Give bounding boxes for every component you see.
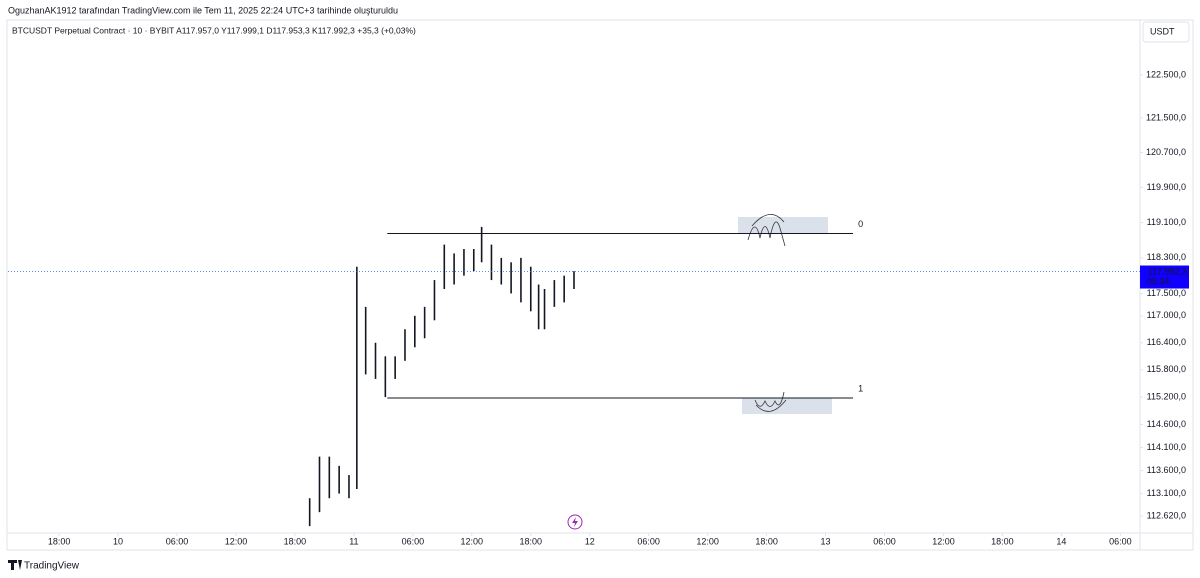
drawing-scribble (754, 391, 787, 412)
x-tick-label: 18:00 (48, 536, 71, 546)
y-tick-label: 117.000,0 (1147, 310, 1186, 320)
x-tick-label: 18:00 (991, 536, 1014, 546)
y-tick-label: 119.900,0 (1147, 182, 1186, 192)
x-tick-label: 10 (113, 536, 123, 546)
y-tick-label: 115.800,0 (1147, 364, 1186, 374)
y-tick-label: 115.200,0 (1147, 391, 1186, 401)
countdown: 05:34 (1147, 276, 1170, 286)
chart-frame (6, 19, 1194, 551)
event-icon-bolt (572, 517, 578, 527)
drawing-scribble (747, 214, 786, 247)
x-tick-label: 12:00 (932, 536, 955, 546)
fib-label: 0 (858, 219, 863, 229)
currency-button[interactable] (1142, 21, 1190, 43)
y-tick-label: 113.600,0 (1147, 465, 1186, 475)
drawing-box (738, 217, 828, 234)
y-tick-label: 114.100,0 (1147, 442, 1186, 452)
last-price-label: 117.992,3 (1148, 266, 1187, 276)
logo-mark (8, 560, 22, 570)
x-tick-label: 11 (349, 536, 358, 546)
y-tick-label: 117.500,0 (1147, 288, 1186, 298)
y-tick-label: 120.700,0 (1146, 147, 1186, 157)
x-tick-label: 18:00 (519, 536, 542, 546)
x-tick-label: 06:00 (873, 536, 896, 546)
x-tick-label: 12:00 (696, 536, 719, 546)
symbol-info: BTCUSDT Perpetual Contract · 10 · BYBIT … (12, 25, 416, 35)
x-tick-label: 12:00 (225, 536, 248, 546)
currency[interactable]: USDT (1150, 26, 1175, 36)
x-tick-label: 06:00 (402, 536, 425, 546)
x-tick-label: 14 (1056, 536, 1066, 546)
x-tick-label: 06:00 (166, 536, 189, 546)
footer-logo: TradingView (24, 561, 80, 572)
y-tick-label: 119.100,0 (1147, 217, 1186, 227)
x-tick-label: 18:00 (755, 536, 778, 546)
event-icon[interactable] (567, 514, 583, 530)
x-tick-label: 12:00 (461, 536, 484, 546)
header: OguzhanAK1912 tarafından TradingView.com… (8, 5, 398, 15)
fib-label: 1 (858, 383, 863, 393)
x-tick-label: 18:00 (284, 536, 307, 546)
x-tick-label: 13 (821, 536, 831, 546)
x-tick-label: 06:00 (1109, 536, 1132, 546)
y-tick-label: 122.500,0 (1146, 69, 1186, 79)
y-tick-label: 118.300,0 (1147, 252, 1186, 262)
last-price-tag (1140, 265, 1189, 289)
x-tick-label: 12 (585, 536, 595, 546)
y-tick-label: 121.500,0 (1146, 112, 1186, 122)
y-tick-label: 114.600,0 (1147, 419, 1186, 429)
x-tick-label: 06:00 (637, 536, 660, 546)
y-tick-label: 112.620,0 (1147, 510, 1186, 520)
y-tick-label: 116.400,0 (1147, 337, 1186, 347)
y-tick-label: 113.100,0 (1147, 488, 1186, 498)
